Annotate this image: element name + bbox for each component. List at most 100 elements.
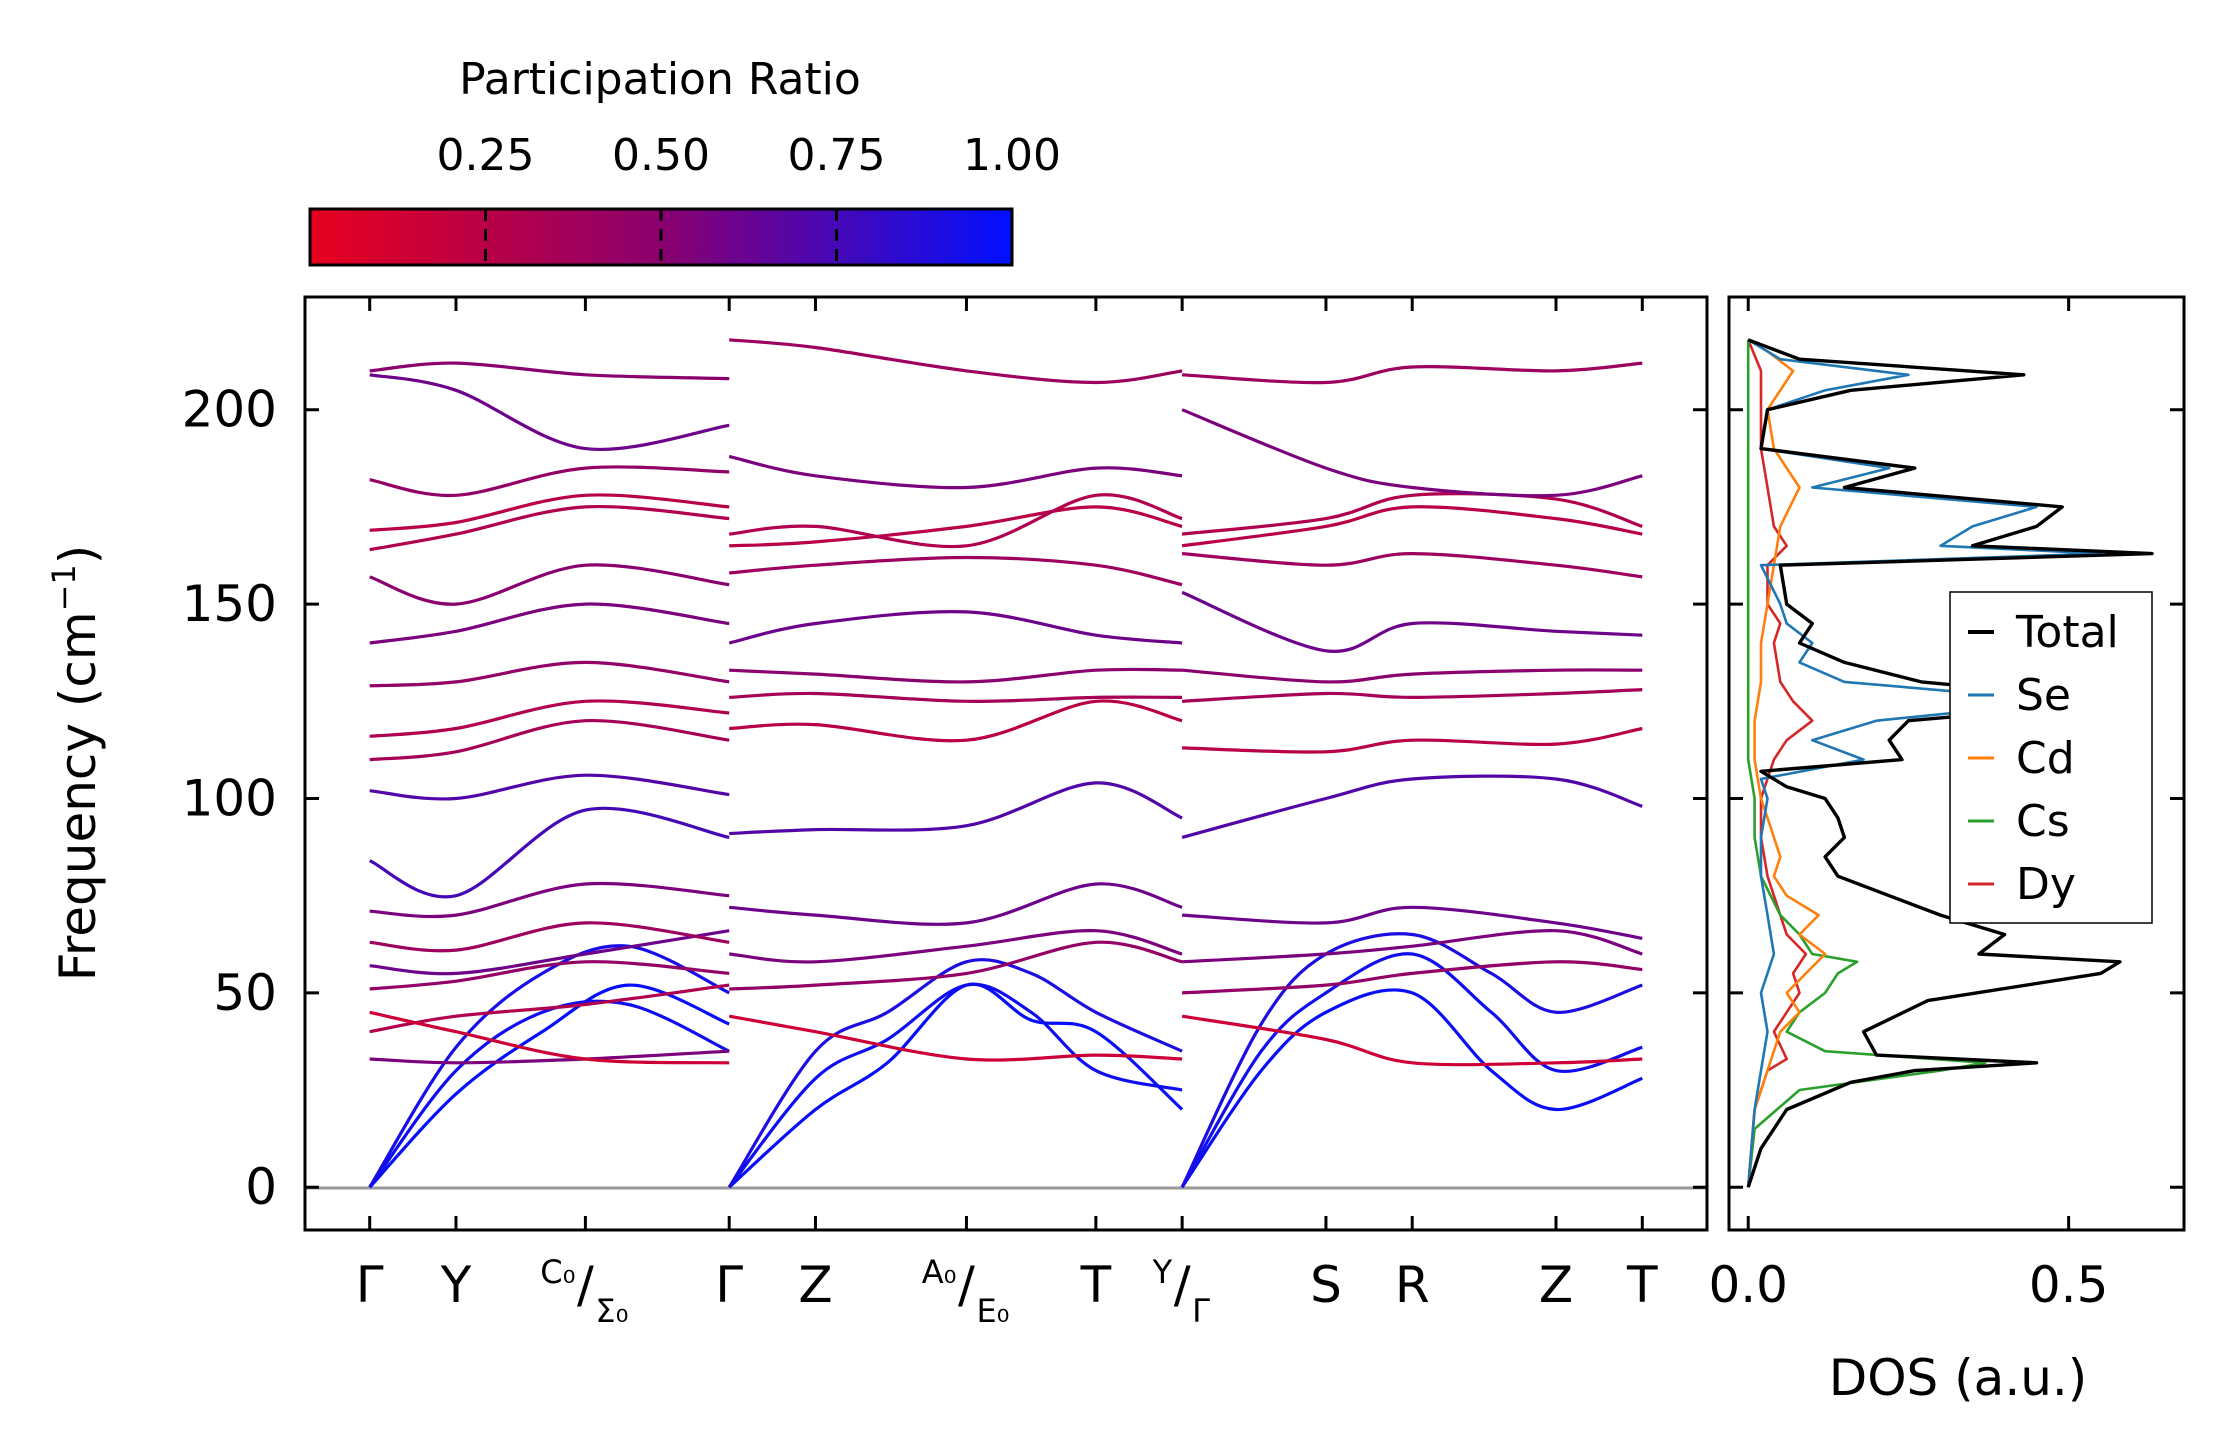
optical-branch [728,610,1183,645]
optical-branch [729,940,1183,991]
optical-branch [1182,726,1643,754]
optical-branch [729,505,1183,548]
y-tick-label: 100 [182,769,277,827]
dos-curves [1746,338,2154,1188]
colorbar: Participation Ratio 0.25 0.50 0.75 1.00 [308,54,1061,267]
y-tick-label: 50 [213,964,277,1022]
optical-branch [1181,1014,1643,1067]
phonon-bands [368,338,1643,1189]
optical-branch [369,373,730,452]
optical-branch [729,929,1183,964]
colorbar-tick-label: 0.75 [788,130,886,181]
acoustic-branch [368,983,730,1189]
optical-branch [369,504,730,552]
optical-branch [728,454,1183,490]
dos-plot-frame [1727,295,2186,1232]
colorbar-tick-label: 0.25 [437,130,535,181]
optical-branch [729,699,1183,743]
x-tick-label-sub: Σ₀ [595,1292,628,1330]
acoustic-branch [728,982,1184,1189]
x-tick-label-sup: A₀ [922,1253,957,1291]
dos-curve-total [1746,338,2154,1188]
optical-branch [1181,492,1643,536]
x-tick-label: Γ [715,1256,743,1314]
acoustic-branch [368,999,730,1189]
dos-x-tick-label: 0.5 [2029,1256,2109,1314]
optical-branch [369,719,730,762]
x-tick-label-sup: Y [1152,1253,1173,1291]
optical-branch [369,1010,730,1065]
optical-branch [729,338,1183,385]
legend-label-total: Total [2015,607,2119,658]
legend-label-cs: Cs [2016,796,2070,847]
y-tick-label: 200 [182,381,277,439]
x-tick-label: Γ [356,1256,384,1314]
x-tick-label-sub: E₀ [976,1292,1009,1330]
acoustic-branch [1180,988,1643,1189]
optical-branch [729,493,1183,549]
x-tick-label: T [1626,1256,1658,1314]
optical-branch [369,960,730,991]
optical-branch [729,667,1183,684]
optical-branch [369,921,730,953]
optical-branch [729,882,1183,926]
x-tick-label: Z [798,1256,832,1314]
x-axis: Γ Y C₀ / Σ₀ Γ Z A₀ / E₀ T Y / Γ S R Z T [356,297,1658,1330]
x-tick-label-composite: C₀ / Σ₀ [540,1253,628,1330]
optical-branch [369,929,730,976]
x-tick-label-slash: / [958,1256,975,1314]
optical-branch [1181,774,1643,839]
optical-branch [369,563,730,606]
x-tick-label-sup: C₀ [540,1253,575,1291]
optical-branch [369,660,730,688]
y-axis-label: Frequency (cm−1) [45,545,107,982]
band-plot-frame [303,295,1709,1232]
optical-branch [369,806,730,899]
acoustic-branch [1180,952,1643,1189]
optical-branch [369,699,730,738]
dos-curve-dy [1746,339,1814,1188]
optical-branch [728,1014,1183,1062]
x-tick-label-sub: Γ [1192,1292,1210,1330]
x-tick-label: R [1395,1256,1430,1314]
dos-x-axis-label: DOS (a.u.) [1829,1349,2088,1407]
optical-branch [729,555,1183,587]
optical-branch [369,881,730,919]
x-tick-label: T [1080,1256,1112,1314]
y-tick-label: 0 [245,1158,277,1216]
x-tick-label: S [1310,1256,1342,1314]
optical-branch [729,691,1183,703]
optical-branch [1182,929,1643,964]
dos-x-tick-label: 0.0 [1708,1256,1788,1314]
colorbar-tick-label: 1.00 [963,130,1061,181]
dos-curve-cd [1746,338,1827,1188]
acoustic-branch [1180,932,1643,1188]
x-tick-label: Y [440,1256,472,1314]
optical-branch [1182,688,1643,703]
acoustic-branch [727,982,1183,1189]
optical-branch [369,465,730,497]
optical-branch [1181,668,1643,684]
acoustic-branch [727,958,1183,1189]
optical-branch [1181,505,1643,548]
acoustic-branch [368,944,730,1189]
optical-branch [369,773,730,801]
x-tick-label-slash: / [577,1256,594,1314]
y-tick-label: 150 [182,575,277,633]
y-axis: 0 50 100 150 200 [182,381,1707,1216]
optical-branch [369,493,730,532]
dos-axes: 0.0 0.5 [1708,297,2184,1314]
optical-branch [1181,551,1643,579]
optical-branch [1181,408,1643,498]
optical-branch [1182,905,1643,940]
legend-label-dy: Dy [2016,859,2076,910]
colorbar-tick-label: 0.50 [612,130,710,181]
legend-label-cd: Cd [2016,733,2075,784]
optical-branch [1182,960,1643,995]
x-tick-label-slash: / [1174,1256,1191,1314]
optical-branch [1182,361,1643,385]
colorbar-ticks: 0.25 0.50 0.75 1.00 [437,130,1061,265]
optical-branch [369,602,730,645]
